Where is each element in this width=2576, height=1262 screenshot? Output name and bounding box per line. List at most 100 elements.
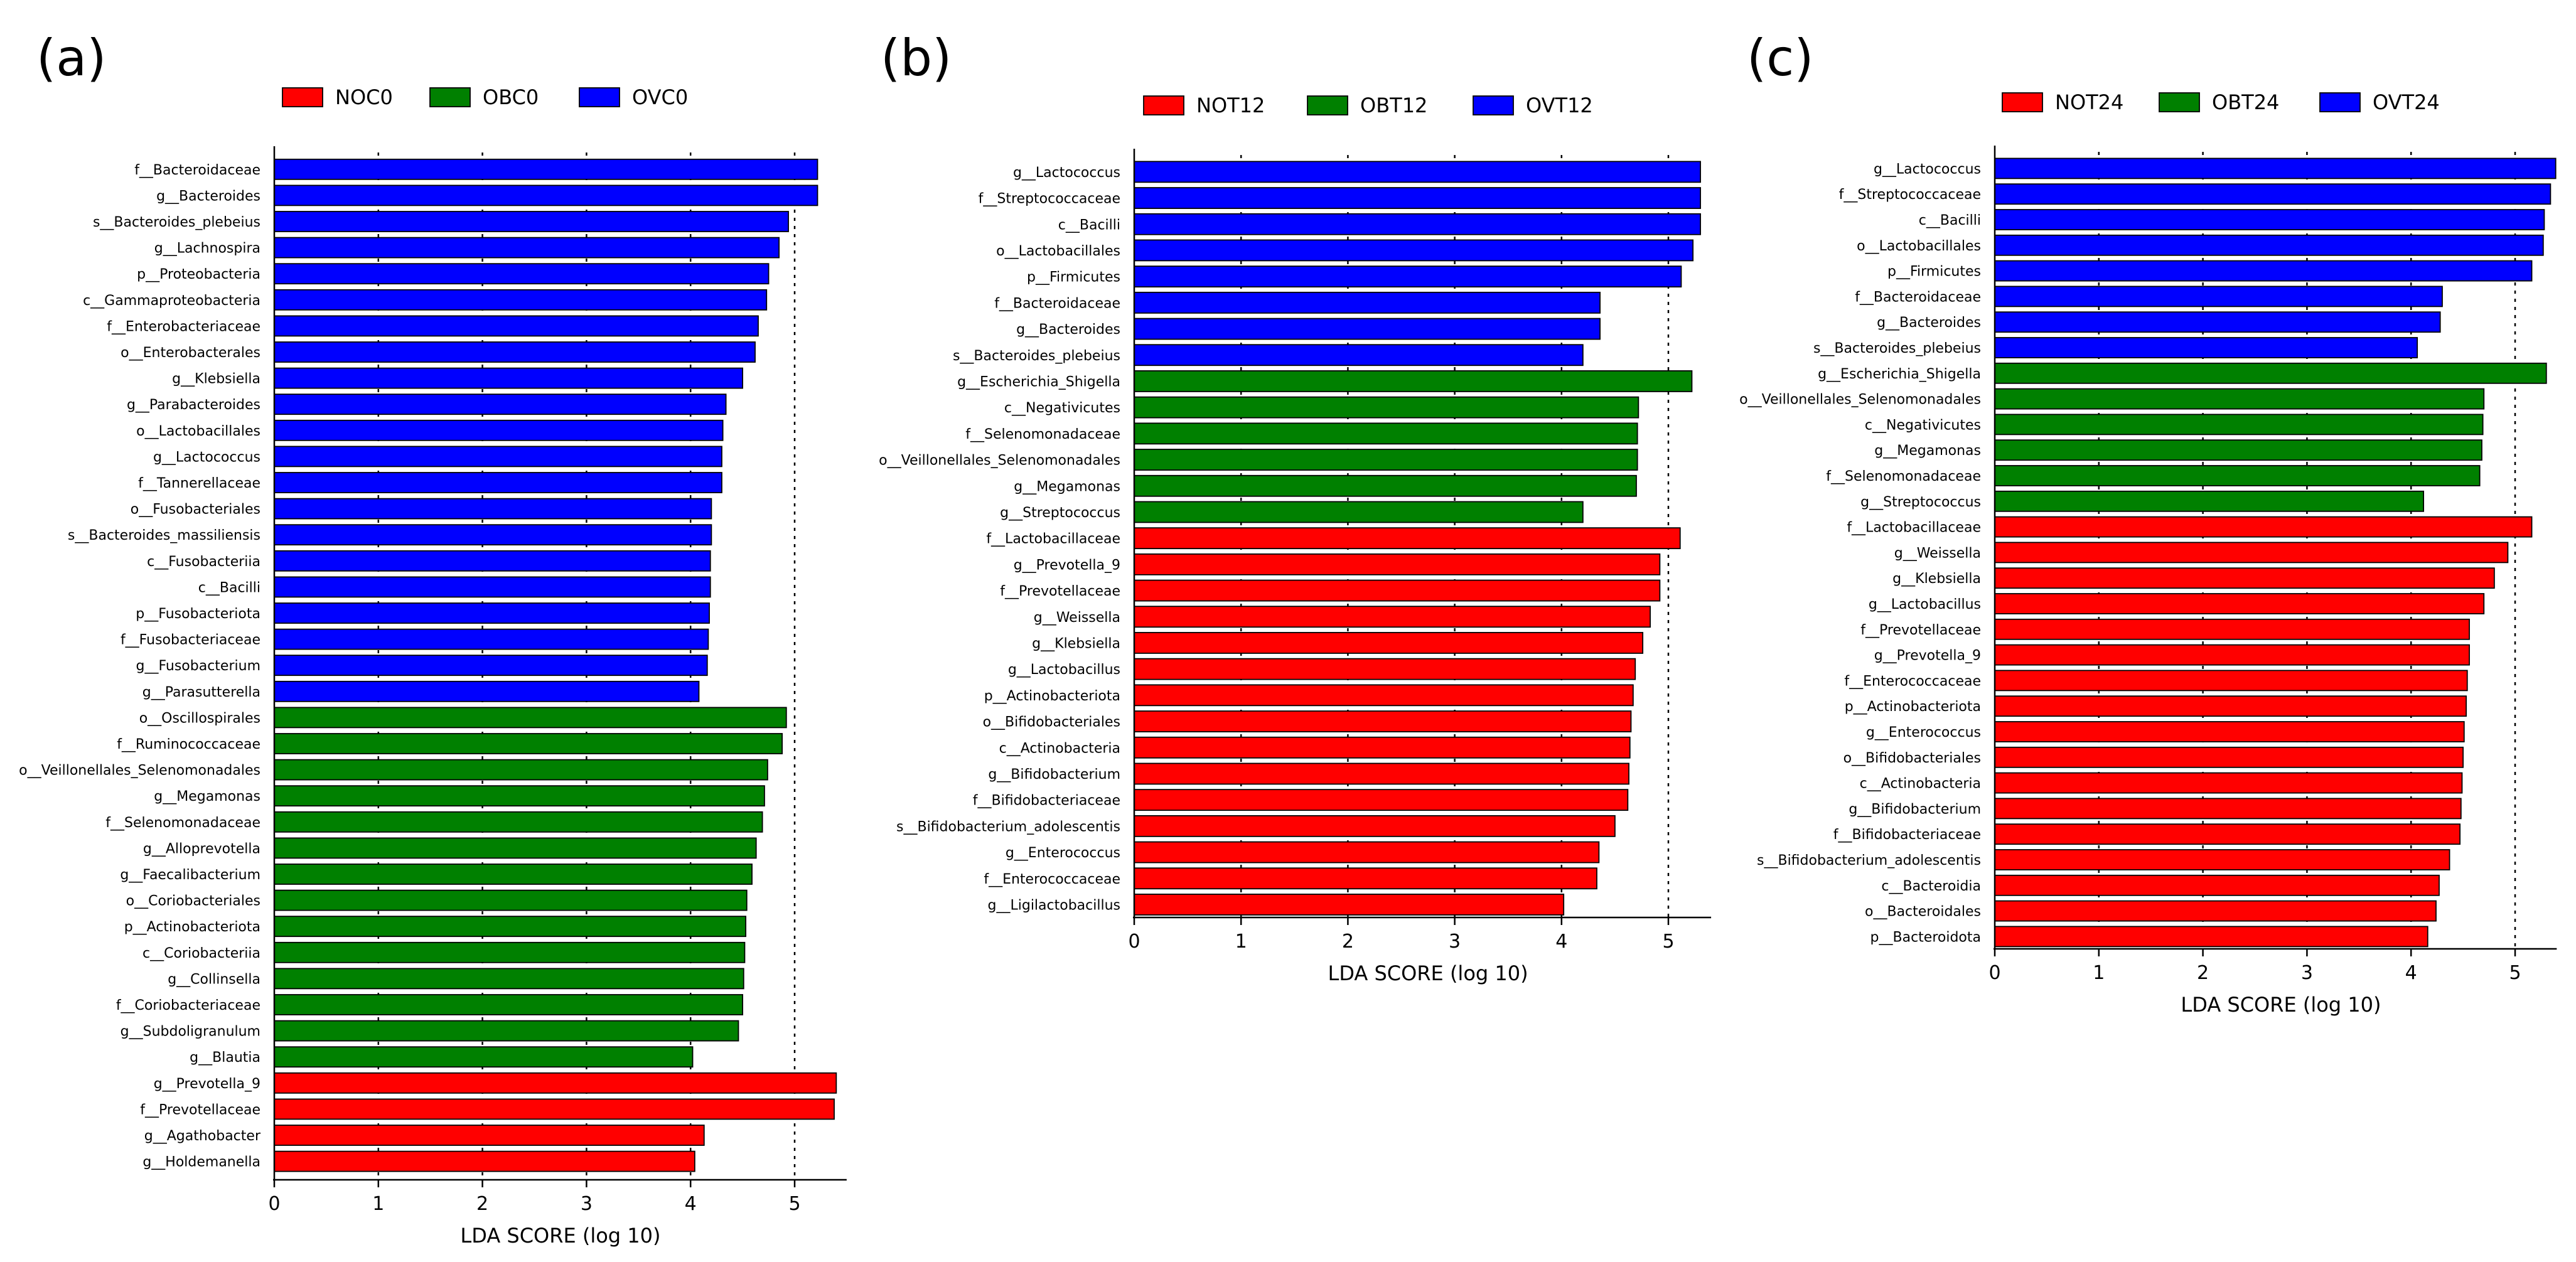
bar [1134, 422, 1638, 445]
bar [1994, 516, 2533, 538]
bar [1134, 449, 1638, 471]
legend-swatch [1143, 95, 1184, 115]
category-label: g__Prevotella_9 [1874, 648, 1981, 664]
bar [274, 184, 818, 206]
category-label: g__Megamonas [154, 789, 260, 805]
x-tick-label: 4 [1555, 931, 1567, 953]
category-label: g__Weissella [1894, 545, 1981, 561]
legend-label: NOC0 [335, 85, 393, 109]
bar [1134, 474, 1637, 497]
bar [1134, 396, 1640, 419]
bar [1134, 291, 1601, 314]
category-label: f__Enterococcaceae [984, 872, 1120, 887]
category-label: p__Fusobacteriota [136, 606, 260, 622]
category-label: g__Collinsella [168, 971, 260, 987]
bar [274, 655, 708, 676]
bar [274, 367, 743, 389]
category-label: g__Lactococcus [1013, 165, 1120, 181]
legend-swatch [2159, 92, 2200, 112]
bar [1134, 161, 1701, 183]
category-label: f__Lactobacillaceae [1847, 520, 1981, 536]
x-tick-label: 4 [685, 1193, 697, 1215]
category-label: p__Bacteroidota [1870, 929, 1981, 945]
bar [274, 916, 746, 938]
bar [1994, 286, 2443, 307]
legend-label: NOT12 [1196, 94, 1265, 117]
category-label: p__Proteobacteria [137, 267, 260, 282]
category-label: g__Bifidobacterium [988, 767, 1120, 783]
category-label: p__Firmicutes [1027, 270, 1120, 286]
category-label: c__Bacilli [198, 580, 260, 596]
category-label: g__Lactococcus [1874, 161, 1981, 177]
bar [1994, 644, 2470, 666]
category-label: p__Actinobacteriota [124, 919, 260, 935]
x-tick-label: 3 [1449, 931, 1461, 953]
bar [1994, 695, 2467, 717]
bar [274, 419, 724, 441]
legend-label: NOT24 [2055, 90, 2123, 114]
category-label: f__Selenomonadaceae [1826, 469, 1981, 484]
bar [1994, 593, 2485, 614]
category-label: o__Bifidobacteriales [1843, 751, 1981, 766]
x-tick-label: 0 [1128, 931, 1140, 953]
category-label: c__Negativicutes [1865, 417, 1981, 433]
bar [274, 1020, 739, 1042]
bar [1994, 439, 2482, 461]
bar [1994, 772, 2463, 794]
bar [1134, 736, 1631, 759]
bar [1134, 527, 1681, 550]
bar [274, 263, 770, 285]
bar [274, 472, 722, 493]
category-label: g__Parasutterella [142, 685, 260, 700]
category-label: f__Bifidobacteriaceae [1833, 827, 1981, 843]
x-tick-label: 2 [1342, 931, 1354, 953]
bar [274, 1072, 837, 1094]
category-label: g__Bacteroides [156, 188, 260, 204]
panel-label: (b) [881, 29, 952, 87]
bar [1994, 900, 2437, 922]
legend-swatch [2002, 92, 2043, 112]
bar [1134, 710, 1632, 732]
category-label: c__Gammaproteobacteria [83, 293, 260, 309]
bar [1994, 337, 2418, 358]
category-label: o__Lactobacillales [1857, 238, 1981, 254]
category-label: o__Veillonellales_Selenomonadales [19, 763, 260, 779]
x-tick-label: 3 [2301, 962, 2313, 984]
category-label: g__Enterococcus [1006, 845, 1120, 861]
bar [274, 393, 727, 415]
category-label: g__Klebsiella [1032, 636, 1120, 651]
category-label: g__Escherichia_Shigella [1818, 366, 1981, 382]
bar [1994, 798, 2462, 820]
category-label: c__Actinobacteria [999, 741, 1120, 756]
category-label: s__Bacteroides_massiliensis [68, 528, 260, 543]
x-tick-label: 1 [1235, 931, 1247, 953]
bar [1134, 789, 1629, 811]
category-label: f__Ruminococcaceae [117, 737, 260, 752]
category-label: c__Bacilli [1058, 217, 1120, 233]
bar [1134, 841, 1600, 864]
panel-c: (c) g__Lactococcus f__Streptococcaceae c__B… [1739, 29, 2557, 1017]
category-label: g__Prevotella_9 [154, 1076, 260, 1092]
category-label: f__Enterobacteriaceae [107, 319, 260, 334]
bar [274, 446, 722, 468]
x-tick-label: 4 [2405, 962, 2417, 984]
x-tick-label: 1 [2093, 962, 2105, 984]
bar [274, 1150, 695, 1172]
category-label: p__Actinobacteriota [984, 688, 1120, 704]
category-label: g__Klebsiella [172, 372, 260, 387]
category-label: g__Enterococcus [1866, 725, 1981, 741]
bar [1994, 414, 2484, 436]
category-label: g__Alloprevotella [143, 841, 260, 857]
category-label: g__Escherichia_Shigella [957, 374, 1120, 390]
bar [274, 289, 768, 311]
bar [1134, 501, 1584, 523]
panel-label: (a) [36, 29, 106, 87]
legend-swatch [579, 87, 620, 107]
bar [1134, 213, 1701, 235]
bar [274, 576, 711, 598]
category-label: f__Bifidobacteriaceae [973, 793, 1120, 809]
x-tick-label: 2 [476, 1193, 488, 1215]
category-label: g__Bacteroides [1877, 315, 1981, 331]
bar [274, 837, 757, 859]
legend-swatch [1307, 95, 1348, 115]
